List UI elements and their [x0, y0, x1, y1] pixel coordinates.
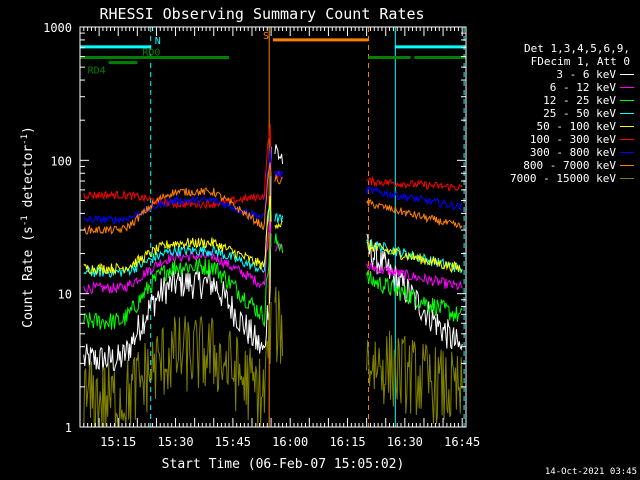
series-line [366, 261, 463, 291]
legend-entry-label: 800 - 7000 keV [523, 159, 616, 172]
legend-entry-label: 100 - 300 keV [529, 133, 616, 146]
legend-entry-label: 50 - 100 keV [536, 120, 616, 133]
legend-header-line-2: FDecim 1, Att 0 [530, 55, 630, 68]
x-axis-label: Start Time (06-Feb-07 15:05:02) [162, 457, 405, 472]
x-tick-label: 15:30 [157, 435, 193, 449]
legend-swatch [620, 178, 634, 179]
y-tick-label: 10 [58, 288, 72, 302]
x-tick-label: 15:45 [215, 435, 251, 449]
legend-entry: 25 - 50 keV [478, 107, 634, 120]
series-line [83, 146, 272, 373]
legend-swatch [620, 113, 634, 114]
legend-entry: 7000 - 15000 keV [478, 172, 634, 185]
series-line [274, 174, 283, 185]
x-tick-label: 16:45 [444, 435, 480, 449]
y-label-part-3: ) [21, 126, 36, 134]
series-line [83, 195, 272, 275]
legend-entry: 50 - 100 keV [478, 120, 634, 133]
series-line [274, 169, 284, 178]
series-line [366, 184, 463, 211]
state-bar-label: RD4 [88, 66, 106, 77]
series-line [366, 175, 463, 192]
series-line [366, 241, 463, 274]
series-line [83, 301, 272, 427]
y-tick-label: 100 [50, 154, 72, 168]
legend-entry-label: 12 - 25 keV [543, 94, 616, 107]
legend-entry-label: 6 - 12 keV [549, 81, 616, 94]
x-tick-label: 16:00 [272, 435, 308, 449]
series-line [274, 213, 284, 224]
series-line [366, 271, 463, 322]
legend-entry: 800 - 7000 keV [478, 159, 634, 172]
y-tick-label: 1 [65, 421, 72, 435]
legend-entry-label: 7000 - 15000 keV [510, 172, 616, 185]
legend-swatch [620, 100, 634, 101]
plot-frame [79, 26, 467, 428]
legend-entry-label: 25 - 50 keV [543, 107, 616, 120]
timestamp: 14-Oct-2021 03:45 [544, 467, 637, 477]
y-tick-label: 1000 [43, 21, 72, 35]
legend-swatch [620, 87, 634, 88]
state-bar-label: RD0 [142, 48, 160, 59]
series-line [366, 330, 463, 425]
legend-swatch [620, 126, 634, 127]
chart-title: RHESSI Observing Summary Count Rates [99, 5, 424, 23]
legend-header: Det 1,3,4,5,6,9, FDecim 1, Att 0 [524, 42, 630, 68]
legend-entry: 6 - 12 keV [478, 81, 634, 94]
series-line [274, 233, 284, 254]
y-label-sup-1: -1 [20, 215, 30, 226]
legend-swatch [620, 74, 634, 75]
series-line [83, 162, 272, 235]
series-line [83, 233, 272, 330]
legend-swatch [620, 152, 634, 153]
series-line [274, 144, 284, 164]
state-bar-label: S [263, 31, 269, 42]
state-bar-label: N [155, 36, 161, 47]
series-line [274, 220, 283, 230]
x-tick-label: 15:15 [100, 435, 136, 449]
x-tick-label: 16:30 [387, 435, 423, 449]
y-label-part-1: Count Rate (s [21, 226, 36, 328]
legend-entry-label: 300 - 800 keV [529, 146, 616, 159]
y-label-part-2: detector [21, 145, 36, 216]
legend-entry: 300 - 800 keV [478, 146, 634, 159]
y-label-sup-2: -1 [20, 134, 30, 145]
series-line [366, 199, 463, 230]
legend-swatch [620, 165, 634, 166]
legend: 3 - 6 keV 6 - 12 keV 12 - 25 keV 25 - 50 ke… [478, 68, 634, 185]
x-tick-label: 16:15 [329, 435, 365, 449]
legend-swatch [620, 139, 634, 140]
legend-entry: 3 - 6 keV [478, 68, 634, 81]
series-line [83, 123, 272, 209]
y-axis-label: Count Rate (s-1 detector-1) [20, 126, 36, 328]
series-line [274, 286, 284, 364]
legend-entry-label: 3 - 6 keV [556, 68, 616, 81]
legend-entry: 100 - 300 keV [478, 133, 634, 146]
series-line [83, 146, 272, 224]
legend-entry: 12 - 25 keV [478, 94, 634, 107]
legend-header-line-1: Det 1,3,4,5,6,9, [524, 42, 630, 55]
